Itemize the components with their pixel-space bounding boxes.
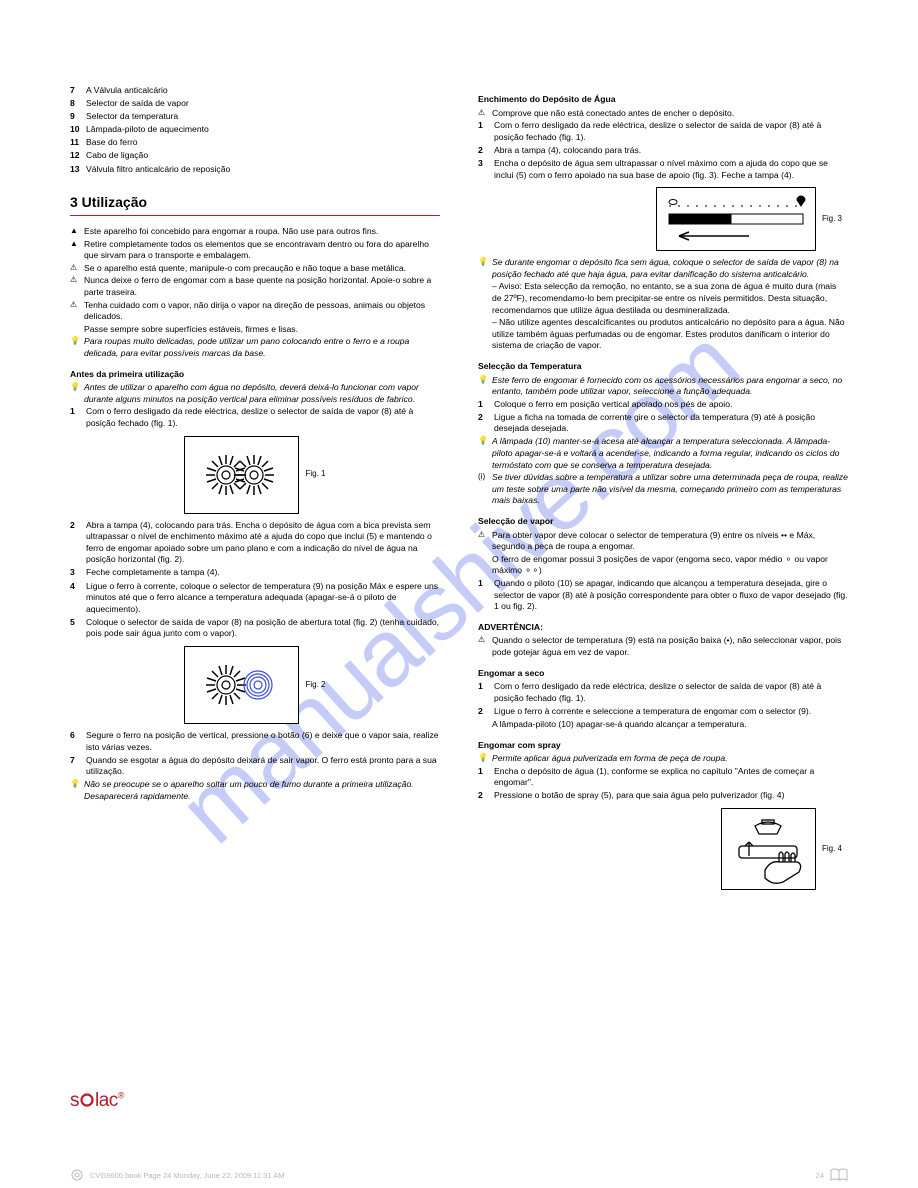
seco-steps: 1Com o ferro desligado da rede eléctrica… [478,681,848,717]
book-icon [830,1168,848,1182]
antes-steps-2: 2Abra a tampa (4), colocando para trás. … [70,520,440,640]
subheading-seltemp: Selecção da Temperatura [478,361,848,373]
subheading-antes: Antes da primeira utilização [70,369,440,381]
figure-3-label: Fig. 3 [822,214,842,225]
spray-bullet: 💡Permite aplicar água pulverizada em for… [478,753,848,765]
gear-icon [70,1168,84,1182]
warning-block: ▲Este aparelho foi concebido para engoma… [70,226,440,360]
footer-left: CVG9600.book Page 24 Monday, June 22, 20… [70,1168,284,1182]
figure-3 [656,187,816,251]
figure-1-wrap: Fig. 1 [70,436,440,514]
page-content: 7A Válvula anticalcário 8Selector de saí… [0,0,918,896]
figure-2 [184,646,299,724]
section-heading-utilizacao: 3 Utilização [70,193,440,212]
selvap-bullet: ⚠Para obter vapor deve colocar o selecto… [478,530,848,553]
footer-page-number: 24 [816,1171,824,1180]
encher-after: 💡Se durante engomar o depósito fica sem … [478,257,848,280]
antes-steps-3: 6Segure o ferro na posição de vertical, … [70,730,440,778]
encher-steps: 1Com o ferro desligado da rede eléctrica… [478,120,848,181]
spray-steps: 1Encha o depósito de água (1), conforme … [478,766,848,802]
figure-4 [721,808,816,890]
section-rule [70,215,440,216]
subheading-selvap: Selecção de vapor [478,516,848,528]
seltemp-after: 💡A lâmpada (10) manter-se-á acesa até al… [478,436,848,471]
subheading-advertencia: ADVERTÊNCIA: [478,622,848,634]
selvap-steps: 1Quando o piloto (10) se apagar, indican… [478,578,848,613]
left-column: 7A Válvula anticalcário 8Selector de saí… [70,85,440,896]
figure-1-label: Fig. 1 [305,469,325,480]
figure-4-wrap: Fig. 4 [478,808,842,890]
figure-3-wrap: Fig. 3 [478,187,842,251]
antes-steps-1: 1Com o ferro desligado da rede eléctrica… [70,406,440,429]
advert-warn: ⚠Quando o selector de temperatura (9) es… [478,635,848,658]
figure-2-wrap: Fig. 2 [70,646,440,724]
seltemp-aviso: (i)Se tiver dúvidas sobre a temperatura … [478,472,848,507]
subheading-spray: Engomar com spray [478,740,848,752]
component-list: 7A Válvula anticalcário 8Selector de saí… [70,85,440,175]
figure-2-label: Fig. 2 [305,680,325,691]
footer-right: 24 [816,1168,848,1182]
right-column: Enchimento do Depósito de Água ⚠Comprove… [478,85,848,896]
seco-sub: A lâmpada-piloto (10) apagar-se-á quando… [492,719,848,731]
subheading-seco: Engomar a seco [478,668,848,680]
encher-aviso-list: Aviso: Esta selecção da remoção, no enta… [492,281,848,352]
seltemp-steps: 1Coloque o ferro em posição vertical apo… [478,399,848,435]
encher-warn: ⚠Comprove que não está conectado antes d… [478,108,848,120]
selvap-para: O ferro de engomar possui 3 posições de … [492,554,848,577]
seltemp-bullet: 💡Este ferro de engomar é fornecido com o… [478,375,848,398]
figure-4-label: Fig. 4 [822,844,842,855]
antes-bullet: 💡Antes de utilizar o aparelho com água n… [70,382,440,405]
antes-final-note: 💡Não se preocupe se o aparelho soltar um… [70,779,440,802]
figure-1 [184,436,299,514]
subheading-enchimento: Enchimento do Depósito de Água [478,94,848,106]
brand-logo: slac® [70,1090,124,1114]
footer-bar: CVG9600.book Page 24 Monday, June 22, 20… [0,1168,918,1182]
footer-left-text: CVG9600.book Page 24 Monday, June 22, 20… [90,1171,284,1180]
